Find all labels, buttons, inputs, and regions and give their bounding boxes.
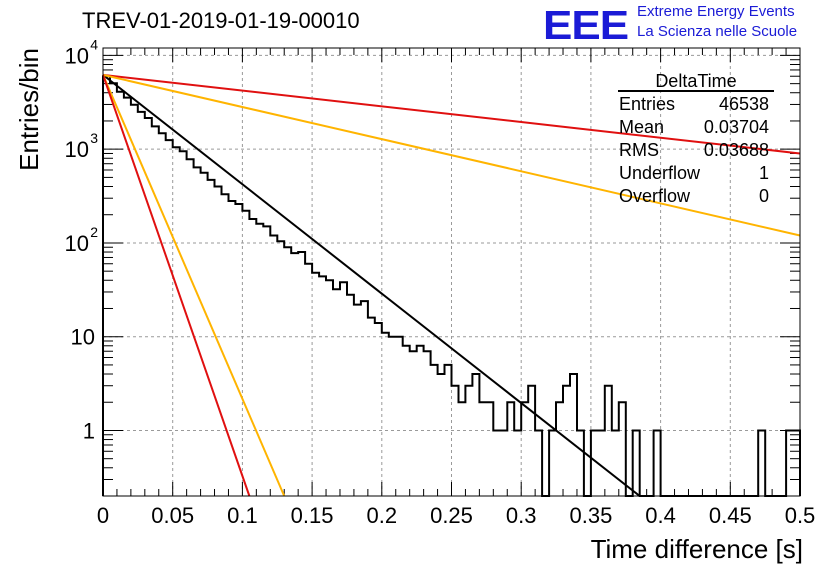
stats-row-value: 0 xyxy=(759,186,769,206)
chart-title: TREV-01-2019-01-19-00010 xyxy=(82,8,360,33)
y-tick-label: 10 xyxy=(65,231,89,256)
x-tick-label: 0.35 xyxy=(569,503,612,528)
stats-box-title: DeltaTime xyxy=(655,71,736,91)
x-tick-label: 0.2 xyxy=(367,503,398,528)
stats-row-label: RMS xyxy=(619,140,659,160)
stats-row-label: Overflow xyxy=(619,186,691,206)
logo-caption: Extreme Energy Events La Scienza nelle S… xyxy=(637,2,797,42)
x-tick-labels: 0 0.05 0.1 0.15 0.2 0.25 0.3 0.35 0.4 0.45 0.5 xyxy=(97,503,815,528)
grid-lines xyxy=(103,48,800,496)
x-tick-label: 0.5 xyxy=(785,503,816,528)
x-tick-label: 0.25 xyxy=(430,503,473,528)
y-tick-label: 10 xyxy=(71,325,95,350)
eee-logo: EEE xyxy=(543,3,629,49)
logo-line-1: Extreme Energy Events xyxy=(637,3,795,20)
x-tick-label: 0 xyxy=(97,503,109,528)
stats-row-value: 46538 xyxy=(719,94,769,114)
y-tick-exponent: 2 xyxy=(90,224,98,240)
histogram-series xyxy=(102,75,801,497)
y-tick-label: 10 xyxy=(65,43,89,68)
histogram-step-line xyxy=(102,75,801,497)
x-tick-label: 0.05 xyxy=(151,503,194,528)
y-tick-exponent: 3 xyxy=(90,130,98,146)
y-tick-exponent: 4 xyxy=(90,36,98,52)
fit-line xyxy=(102,74,286,497)
stats-row-value: 0.03688 xyxy=(704,140,769,160)
fit-line xyxy=(102,74,641,497)
x-tick-label: 0.15 xyxy=(291,503,334,528)
fit-line xyxy=(102,74,251,497)
y-axis-label: Entries/bin xyxy=(14,48,44,171)
fit-line xyxy=(102,73,801,237)
x-tick-label: 0.3 xyxy=(506,503,537,528)
fit-lines xyxy=(102,73,801,497)
plot-frame xyxy=(102,47,801,497)
x-tick-label: 0.1 xyxy=(227,503,258,528)
stats-box: DeltaTime Entries 46538 Mean 0.03704 RMS 0.036… xyxy=(618,71,774,206)
stats-row-value: 1 xyxy=(759,163,769,183)
stats-row-label: Entries xyxy=(619,94,675,114)
x-tick-label: 0.45 xyxy=(709,503,752,528)
stats-row-value: 0.03704 xyxy=(704,117,769,137)
stats-row-label: Mean xyxy=(619,117,664,137)
x-tick-label: 0.4 xyxy=(645,503,676,528)
stats-row-label: Underflow xyxy=(619,163,701,183)
y-tick-label: 10 xyxy=(65,137,89,162)
x-axis-label: Time difference [s] xyxy=(591,534,803,564)
y-tick-label: 1 xyxy=(83,418,95,443)
fit-line xyxy=(102,73,801,155)
logo-line-2: La Scienza nelle Scuole xyxy=(637,23,798,40)
